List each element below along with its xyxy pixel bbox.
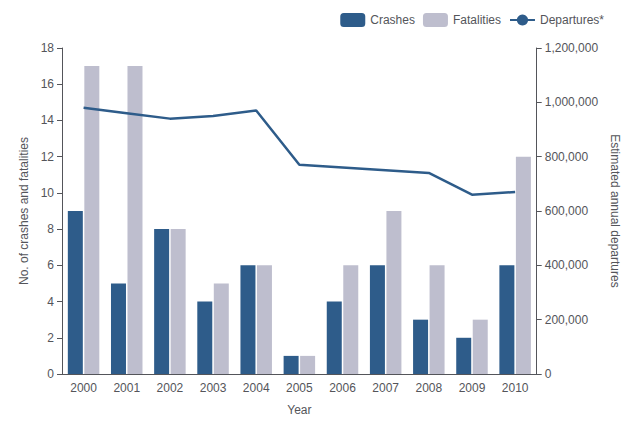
svg-text:0: 0 xyxy=(545,367,552,381)
svg-text:2008: 2008 xyxy=(415,381,442,395)
svg-text:0: 0 xyxy=(47,367,54,381)
svg-text:1,000,000: 1,000,000 xyxy=(545,95,599,109)
svg-text:2009: 2009 xyxy=(459,381,486,395)
svg-text:8: 8 xyxy=(47,222,54,236)
svg-text:2002: 2002 xyxy=(157,381,184,395)
svg-text:2007: 2007 xyxy=(372,381,399,395)
svg-text:4: 4 xyxy=(47,295,54,309)
svg-text:Departures*: Departures* xyxy=(540,13,604,27)
svg-text:2006: 2006 xyxy=(329,381,356,395)
svg-text:400,000: 400,000 xyxy=(545,258,589,272)
svg-text:6: 6 xyxy=(47,258,54,272)
svg-text:600,000: 600,000 xyxy=(545,204,589,218)
svg-text:18: 18 xyxy=(41,41,55,55)
svg-text:2005: 2005 xyxy=(286,381,313,395)
svg-text:14: 14 xyxy=(41,113,55,127)
svg-text:1,200,000: 1,200,000 xyxy=(545,41,599,55)
svg-text:2000: 2000 xyxy=(70,381,97,395)
svg-text:Fatalities: Fatalities xyxy=(453,13,501,27)
svg-text:10: 10 xyxy=(41,186,55,200)
svg-text:2003: 2003 xyxy=(200,381,227,395)
svg-text:2001: 2001 xyxy=(113,381,140,395)
svg-text:2: 2 xyxy=(47,331,54,345)
svg-text:No. of crashes and fatalities: No. of crashes and fatalities xyxy=(17,137,31,285)
svg-text:16: 16 xyxy=(41,77,55,91)
svg-text:12: 12 xyxy=(41,150,55,164)
svg-text:Crashes: Crashes xyxy=(370,13,415,27)
svg-text:200,000: 200,000 xyxy=(545,313,589,327)
svg-text:Year: Year xyxy=(287,403,311,417)
svg-text:2004: 2004 xyxy=(243,381,270,395)
svg-text:800,000: 800,000 xyxy=(545,150,589,164)
svg-text:2010: 2010 xyxy=(502,381,529,395)
svg-text:Estimated annual departures: Estimated annual departures xyxy=(608,134,622,287)
